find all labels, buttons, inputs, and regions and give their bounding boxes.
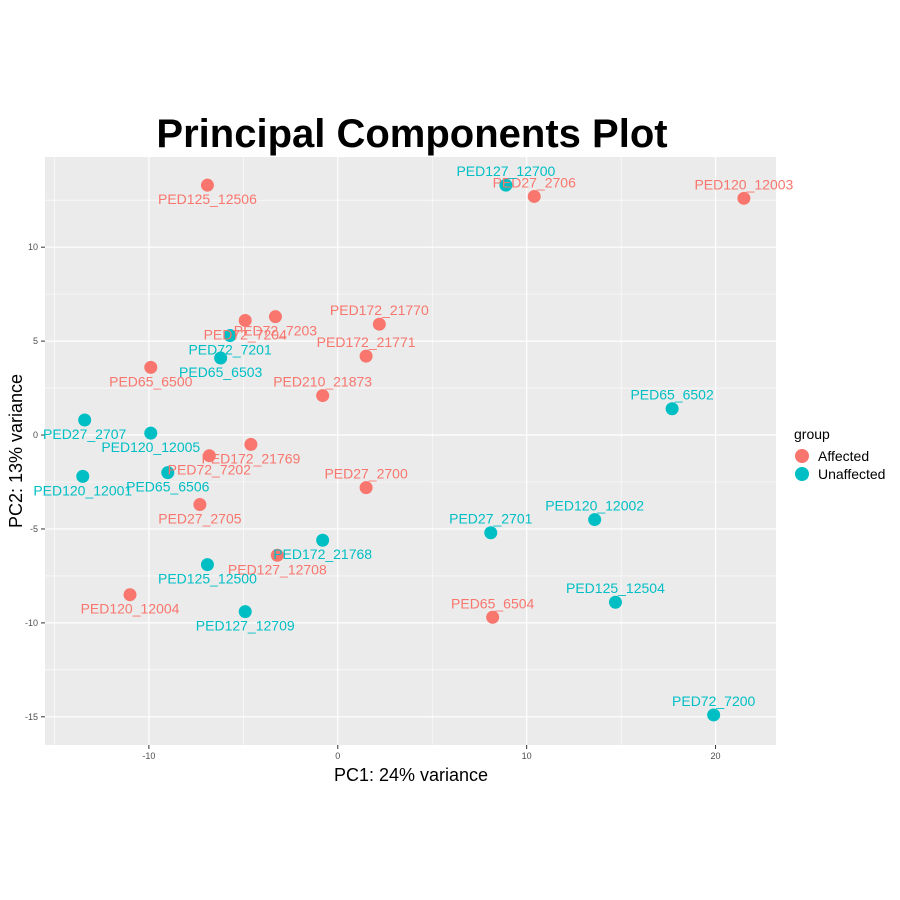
legend-label: Affected xyxy=(818,448,869,464)
data-point xyxy=(707,708,721,722)
data-point xyxy=(123,588,137,602)
data-point xyxy=(527,189,541,203)
point-label: PED65_6500 xyxy=(109,373,193,389)
point-label: PED27_2705 xyxy=(158,511,242,527)
data-point xyxy=(499,178,513,192)
data-point xyxy=(161,466,175,480)
data-point xyxy=(372,317,386,331)
y-tick-label: 10 xyxy=(28,242,38,252)
point-label: PED172_21771 xyxy=(317,334,416,350)
point-label: PED72_7204 xyxy=(204,326,288,342)
data-point xyxy=(486,610,500,624)
point-label: PED65_6503 xyxy=(179,364,263,380)
data-point xyxy=(223,328,237,342)
point-label: PED172_21768 xyxy=(273,546,372,562)
point-label: PED65_6504 xyxy=(451,595,535,611)
point-label: PED120_12005 xyxy=(101,439,200,455)
data-point xyxy=(608,595,622,609)
y-tick-label: -15 xyxy=(25,712,38,722)
data-point xyxy=(359,349,373,363)
point-label: PED27_2706 xyxy=(493,174,577,190)
point-label: PED125_12500 xyxy=(158,571,257,587)
chart-title: Principal Components Plot xyxy=(156,112,667,156)
point-label: PED125_12506 xyxy=(158,191,257,207)
legend-key xyxy=(795,467,809,481)
x-tick-label: 10 xyxy=(522,751,532,761)
data-point xyxy=(238,605,252,619)
legend-entries: Affected Unaffected xyxy=(795,448,885,482)
x-tick-label: 0 xyxy=(335,751,340,761)
point-label: PED72_7201 xyxy=(188,341,272,357)
point-label: PED127_12700 xyxy=(456,163,555,179)
point-label: PED120_12003 xyxy=(694,176,793,192)
data-points xyxy=(76,178,751,722)
y-tick-label: 5 xyxy=(33,336,38,346)
data-point xyxy=(270,548,284,562)
point-label: PED172_21769 xyxy=(201,450,300,466)
data-point xyxy=(144,426,158,440)
data-point xyxy=(200,178,214,192)
data-point xyxy=(316,533,330,547)
data-point xyxy=(238,313,252,327)
point-label: PED65_6506 xyxy=(126,479,210,495)
data-point xyxy=(588,513,602,527)
data-point xyxy=(193,498,207,512)
data-point xyxy=(268,310,282,324)
point-label: PED120_12002 xyxy=(545,498,644,514)
x-axis-label: PC1: 24% variance xyxy=(334,765,488,785)
y-axis-label: PC2: 13% variance xyxy=(6,374,26,528)
tick-labels: -10 0 10 20 -15 -10 -5 0 5 10 xyxy=(25,242,721,761)
legend-label: Unaffected xyxy=(818,466,885,482)
data-point xyxy=(359,481,373,495)
point-label: PED65_6502 xyxy=(630,387,714,403)
y-tick-label: -10 xyxy=(25,618,38,628)
data-point xyxy=(214,351,228,365)
data-point xyxy=(244,437,258,451)
x-tick-label: -10 xyxy=(142,751,155,761)
data-point xyxy=(78,413,92,427)
grid-minor xyxy=(45,157,776,745)
data-point xyxy=(737,191,751,205)
legend-key xyxy=(795,449,809,463)
data-point xyxy=(316,389,330,403)
data-point xyxy=(202,449,216,463)
point-label: PED72_7203 xyxy=(234,323,318,339)
point-label: PED210_21873 xyxy=(273,374,372,390)
legend: group Affected Unaffected xyxy=(794,426,885,482)
legend-title: group xyxy=(794,426,830,442)
point-label: PED27_2700 xyxy=(324,466,408,482)
data-point xyxy=(484,526,498,540)
y-tick-label: 0 xyxy=(33,430,38,440)
point-label: PED27_2707 xyxy=(43,426,127,442)
data-point xyxy=(200,558,214,572)
point-labels: PED125_12506 PED27_2706 PED120_12003 PED72_… xyxy=(33,163,793,709)
point-label: PED172_21770 xyxy=(330,302,429,318)
y-tick-label: -5 xyxy=(30,524,38,534)
point-label: PED27_2701 xyxy=(449,511,533,527)
point-label: PED127_12709 xyxy=(196,618,295,634)
point-label: PED127_12708 xyxy=(228,561,327,577)
point-label: PED72_7202 xyxy=(168,462,252,478)
point-label: PED120_12004 xyxy=(81,601,180,617)
data-point xyxy=(76,469,90,483)
point-label: PED120_12001 xyxy=(33,482,132,498)
data-point xyxy=(144,360,158,374)
point-label: PED125_12504 xyxy=(566,580,665,596)
grid-major xyxy=(45,157,776,745)
x-tick-label: 20 xyxy=(711,751,721,761)
axis-ticks xyxy=(41,246,717,749)
point-label: PED72_7200 xyxy=(672,693,756,709)
plot-panel xyxy=(45,157,776,745)
data-point xyxy=(665,402,679,416)
